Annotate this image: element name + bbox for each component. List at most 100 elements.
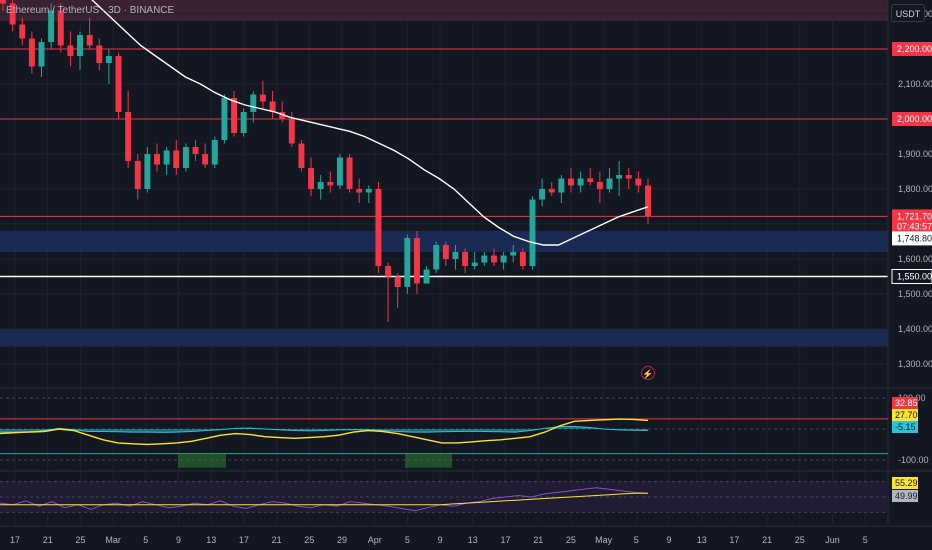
- level-price-label: 2,000.00: [897, 114, 932, 124]
- candle-body: [38, 42, 45, 67]
- candle-body: [259, 94, 266, 102]
- candle-body: [452, 252, 459, 259]
- x-tick-label: 17: [500, 535, 510, 545]
- candle-body: [163, 150, 170, 165]
- candle-body: [625, 175, 632, 179]
- x-tick-label: 5: [143, 535, 148, 545]
- x-tick-label: 17: [729, 535, 739, 545]
- candle-body: [606, 178, 613, 189]
- x-tick-label: 13: [206, 535, 216, 545]
- x-tick-label: 5: [863, 535, 868, 545]
- x-tick-label: 25: [75, 535, 85, 545]
- candle-body: [0, 0, 6, 4]
- level-price-label: 1,550.00: [897, 272, 932, 282]
- x-tick-label: 9: [666, 535, 671, 545]
- x-tick-label: 21: [762, 535, 772, 545]
- y-tick-label: 1,500.00: [898, 289, 932, 299]
- candle-body: [288, 119, 295, 144]
- y-tick-label: 1,300.00: [898, 359, 932, 369]
- candle-body: [298, 143, 305, 168]
- osc-value-tag: [892, 397, 918, 409]
- osc-value-label: -5.15: [895, 422, 916, 432]
- candle-body: [394, 276, 401, 287]
- candle-body: [19, 24, 26, 39]
- moving-average-line: [91, 0, 649, 246]
- ma-price-tag: [892, 231, 932, 246]
- osc-level-label: -100.00: [898, 455, 929, 465]
- candle-body: [77, 35, 83, 56]
- osc-value-tag: [892, 409, 918, 421]
- price-zone: [0, 231, 888, 252]
- candle-body: [28, 38, 35, 67]
- x-tick-label: 13: [697, 535, 707, 545]
- osc-value-tag: [892, 421, 918, 433]
- candle-body: [192, 147, 199, 154]
- candle-body: [519, 252, 526, 266]
- currency-button[interactable]: USDT: [891, 4, 925, 22]
- y-tick-label: 2,100.00: [898, 79, 932, 89]
- candle-body: [568, 178, 574, 186]
- x-tick-label: 25: [795, 535, 805, 545]
- x-tick-label: Jun: [825, 535, 840, 545]
- candle-body: [645, 185, 651, 217]
- candle-body: [490, 255, 497, 263]
- price-zone: [0, 329, 888, 347]
- candle-body: [48, 10, 55, 42]
- lightning-alert-icon[interactable]: ⚡: [641, 366, 655, 380]
- candle-body: [442, 245, 449, 259]
- candle-body: [356, 189, 363, 193]
- candle-body: [539, 189, 546, 200]
- candle-body: [86, 35, 93, 46]
- osc-value-label: 27.70: [895, 410, 918, 420]
- candle-body: [308, 168, 315, 189]
- osc-oversold-block: [178, 453, 226, 468]
- candle-body: [269, 101, 276, 112]
- candle-body: [635, 178, 642, 186]
- osc-value-label: 32.85: [895, 398, 918, 408]
- candle-body: [529, 199, 536, 266]
- x-tick-label: Mar: [105, 535, 121, 545]
- candle-body: [96, 45, 103, 63]
- x-tick-label: 9: [438, 535, 443, 545]
- candle-body: [144, 154, 151, 189]
- candle-body: [413, 238, 420, 284]
- candle-body: [327, 182, 334, 186]
- price-zone: [0, 0, 888, 21]
- x-tick-label: 21: [43, 535, 53, 545]
- candle-body: [105, 56, 112, 63]
- candle-body: [336, 157, 343, 186]
- candle-body: [67, 45, 74, 56]
- candle-body: [404, 238, 411, 287]
- candle-body: [433, 245, 440, 270]
- rsi-value-label: 55.29: [895, 478, 918, 488]
- candle-body: [134, 161, 141, 189]
- last-price-tag: [892, 209, 932, 234]
- x-tick-label: 29: [337, 535, 347, 545]
- x-tick-label: 5: [634, 535, 639, 545]
- symbol-title: Ethereum / TetherUS · 3D · BINANCE: [6, 5, 175, 16]
- candle-body: [154, 154, 161, 165]
- y-tick-label: 1,900.00: [898, 149, 932, 159]
- candle-body: [173, 150, 180, 168]
- candle-body: [211, 140, 218, 165]
- candle-body: [577, 178, 584, 186]
- candle-body: [616, 175, 623, 179]
- rsi-value-label: 49.99: [895, 491, 918, 501]
- x-tick-label: 25: [304, 535, 314, 545]
- level-price-label: 2,200.00: [897, 44, 932, 54]
- candle-body: [558, 178, 565, 193]
- x-tick-label: 21: [272, 535, 282, 545]
- y-tick-label: 1,800.00: [898, 184, 932, 194]
- x-tick-label: 17: [239, 535, 249, 545]
- osc-yellow-line: [0, 418, 649, 446]
- rsi-value-tag: [892, 477, 918, 489]
- candle-body: [182, 147, 189, 168]
- candle-body: [317, 182, 324, 189]
- x-tick-label: 9: [176, 535, 181, 545]
- candle-body: [125, 112, 132, 161]
- candle-body: [587, 178, 594, 182]
- ma-price-label: 1,748.80: [897, 233, 932, 243]
- x-tick-label: 5: [405, 535, 410, 545]
- candle-body: [250, 94, 257, 112]
